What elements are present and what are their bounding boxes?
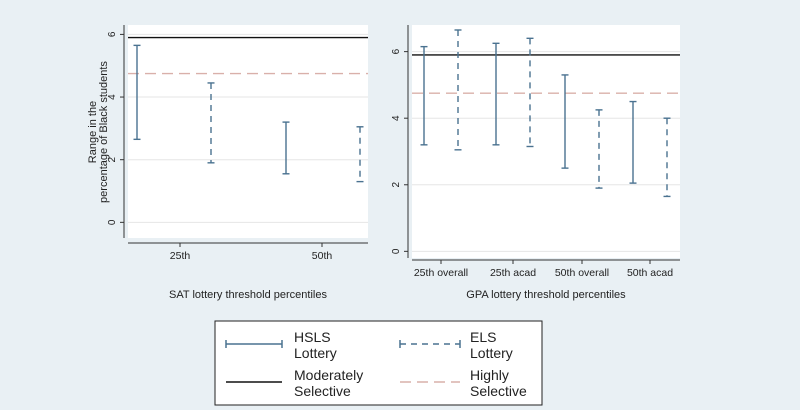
els-range-bar (663, 117, 671, 198)
sat-x-axis-label: SAT lottery threshold percentiles (169, 289, 327, 301)
legend-item-hsls: HSLS Lottery (225, 329, 337, 361)
y-tick-label: 2 (107, 156, 118, 162)
hsls-range-bar (420, 45, 428, 146)
y-tick-label: 6 (107, 31, 118, 37)
hsls-range-bar (629, 100, 637, 184)
hsls-range-bar (282, 121, 290, 175)
x-tick-label: 50th overall (555, 267, 609, 279)
legend-label-hsls-2: Lottery (294, 345, 337, 361)
hsls-range-bar (492, 42, 500, 146)
sat-y-ticks: 0 2 4 6 (107, 31, 124, 225)
sat-gridlines (128, 33, 368, 223)
gpa-x-ticks: 25th overall 25th acad 50th overall 50th ac… (414, 260, 673, 279)
y-tick-label: 4 (391, 115, 402, 121)
legend-label-high-1: Highly (470, 367, 509, 383)
legend-item-els: ELS Lottery (399, 329, 513, 361)
legend-label-els-1: ELS (470, 329, 496, 345)
x-tick-label: 25th overall (414, 267, 468, 279)
y-tick-label: 0 (107, 219, 118, 225)
els-range-bar (454, 29, 462, 151)
els-range-bar (207, 82, 215, 164)
legend-box (214, 320, 543, 406)
els-range-bar (356, 126, 364, 183)
gpa-reference-lines (412, 54, 680, 94)
sat-panel: 0 2 4 6 25th 50th Range in the percentage of… (87, 25, 368, 301)
gpa-y-ticks: 0 2 4 6 (391, 48, 408, 254)
gpa-panel: 0 2 4 6 25th overall 25th acad 50th overall 50… (391, 25, 680, 301)
gpa-gridlines (412, 51, 680, 252)
hsls-range-bar (561, 74, 569, 169)
gpa-plot-area (412, 25, 680, 258)
y-tick-label: 6 (391, 48, 402, 54)
legend-label-els-2: Lottery (470, 345, 513, 361)
legend-label-high-2: Selective (470, 383, 527, 399)
gpa-x-axis-label: GPA lottery threshold percentiles (466, 289, 626, 301)
sat-plot-area (128, 25, 368, 238)
y-tick-label: 4 (107, 94, 118, 100)
hsls-range-bar (133, 44, 141, 141)
sat-x-ticks: 25th 50th (170, 243, 333, 262)
x-tick-label: 50th acad (627, 267, 673, 279)
els-range-bar (526, 37, 534, 148)
legend-swatch-hsls (225, 340, 283, 348)
legend-item-moderately-selective: Moderately Selective (226, 367, 363, 399)
legend-label-hsls-1: HSLS (294, 329, 331, 345)
els-range-bar (595, 109, 603, 189)
legend-label-mod-2: Selective (294, 383, 351, 399)
legend-label-mod-1: Moderately (294, 367, 363, 383)
sat-range-bars (133, 44, 364, 183)
y-axis-label-line1: Range in the (87, 101, 99, 163)
y-tick-label: 0 (391, 248, 402, 254)
legend-item-highly-selective: Highly Selective (400, 367, 527, 399)
sat-reference-lines (128, 36, 368, 75)
x-tick-label: 25th acad (490, 267, 536, 279)
gpa-range-bars (420, 29, 671, 198)
legend: HSLS Lottery ELS Lottery Moderately Sele… (214, 320, 543, 406)
x-tick-label: 25th (170, 250, 191, 262)
y-axis-label-line2: percentage of Black students (98, 61, 110, 203)
legend-swatch-els (399, 340, 461, 348)
x-tick-label: 50th (312, 250, 333, 262)
y-tick-label: 2 (391, 182, 402, 188)
